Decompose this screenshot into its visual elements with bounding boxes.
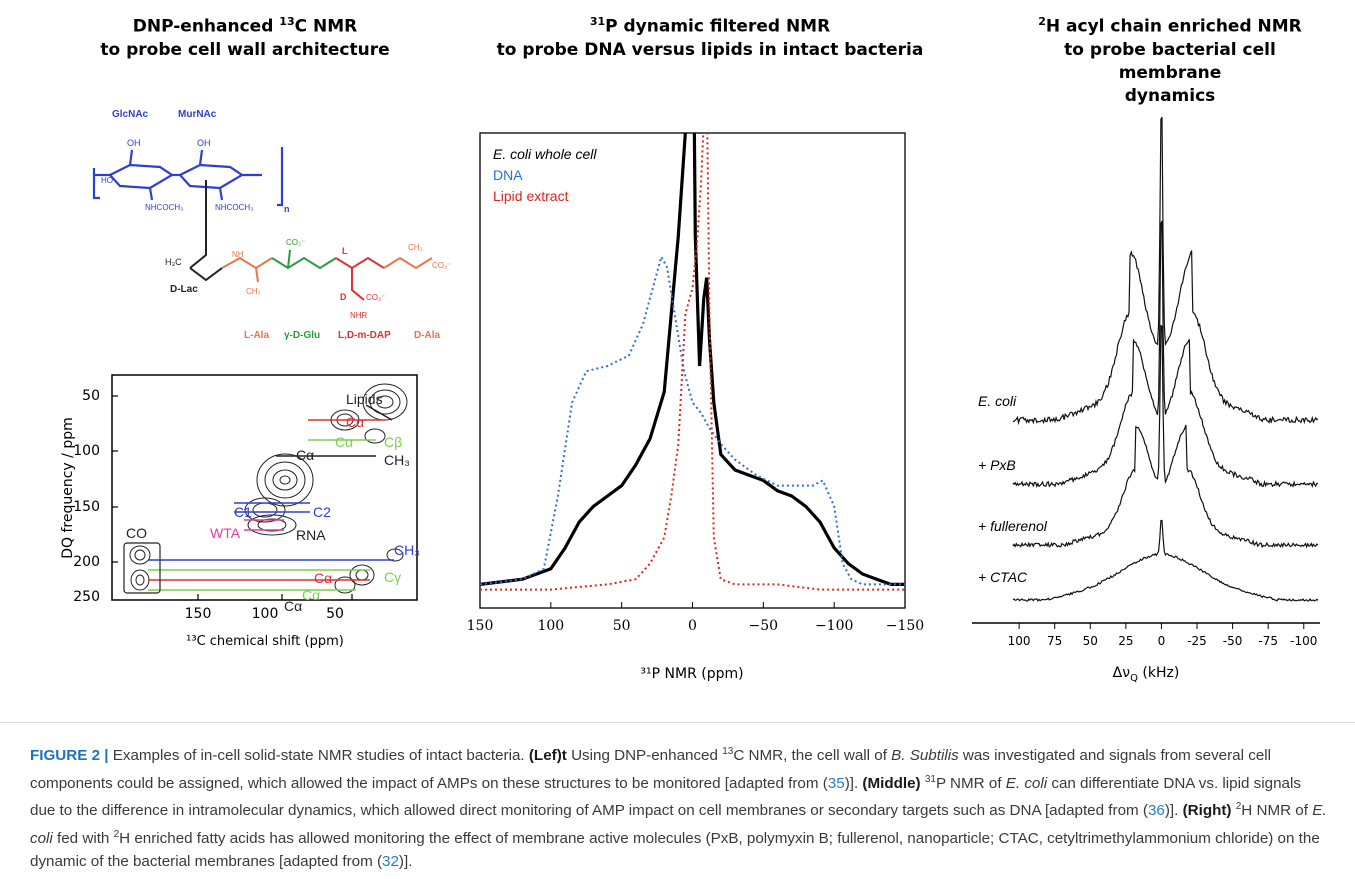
series-line-1 [480, 133, 905, 586]
ref-link-35[interactable]: 35 [827, 774, 845, 792]
series-line-2 [480, 254, 905, 586]
h3c-label: H₃C [165, 257, 182, 267]
h2-tick-label-5: -25 [1187, 634, 1207, 648]
d-ala-label: D-Ala [414, 330, 441, 341]
h2-spectra-chart: 100 75 50 25 0 -25 -50 -75 -100 E. coli + PxB + … [972, 116, 1320, 684]
h2-spectrum-1 [1012, 116, 1319, 426]
ch3-label-1: CH₃ [246, 287, 261, 296]
lipids-label: Lipids [346, 391, 383, 407]
right-panel-title: 2H acyl chain enriched NMR to probe bact… [1038, 15, 1302, 106]
ca-green-label: Cα [335, 434, 353, 450]
dq-ytick-250: 250 [73, 589, 100, 605]
nh-label: NH [232, 250, 244, 259]
rna-label: RNA [296, 527, 326, 543]
dq-xtick-50: 50 [326, 606, 344, 622]
ho-label: HO [101, 176, 113, 185]
h2-tick-label-1: 75 [1047, 634, 1062, 648]
h2-spectra-group [1012, 116, 1319, 602]
c1-label: C1 [234, 504, 252, 520]
legend-dna: DNA [493, 167, 523, 183]
legend-ecoli: E. coli whole cell [493, 146, 597, 162]
gamma-d-glu-label: γ-D-Glu [284, 330, 320, 341]
h2-tick-label-4: 0 [1158, 634, 1166, 648]
p31-tick-label-2: 50 [613, 618, 631, 634]
l-ala-label: L-Ala [244, 330, 269, 341]
h2-xlabel: ΔνQ (kHz) [1113, 665, 1180, 684]
d-lac-label: D-Lac [170, 284, 198, 295]
ref-link-36[interactable]: 36 [1147, 802, 1165, 820]
nhcoch3-label-1: NHCOCH₃ [145, 203, 183, 212]
glcnac-label: GlcNAc [112, 109, 149, 120]
h2-tick-label-8: -100 [1290, 634, 1317, 648]
co2-label-2: CO₂⁻ [366, 293, 385, 302]
h2-tick-label-7: -75 [1258, 634, 1278, 648]
p31-x-ticks: 150 100 50 0 −50 −100 −150 [467, 602, 924, 634]
legend-lipid: Lipid extract [493, 188, 569, 204]
dq-xtick-100: 100 [252, 606, 279, 622]
wta-label: WTA [210, 525, 241, 541]
dq-ytick-100: 100 [73, 443, 100, 459]
figure-caption: FIGURE 2 | Examples of in-cell solid-sta… [30, 746, 1327, 871]
nhcoch3-label-2: NHCOCH₃ [215, 203, 253, 212]
nhr-label: NHR [350, 311, 368, 320]
p31-tick-label-5: −100 [815, 618, 853, 634]
figure-graphics: GlcNAc MurNAc OH OH HO NHCOCH₃ NHCOCH₃ n… [60, 109, 1320, 684]
ch3-black-label: CH₃ [384, 452, 410, 468]
dq-ytick-50: 50 [82, 388, 100, 404]
h2-tick-label-2: 50 [1083, 634, 1098, 648]
ld-m-dap-label: L,D-m-DAP [338, 330, 391, 341]
h2-tick-label-0: 100 [1008, 634, 1031, 648]
dq-2d-spectrum: 50 100 150 200 250 150 100 50 DQ frequen… [60, 374, 420, 649]
p31-tick-label-0: 150 [467, 618, 494, 634]
spectrum-label-ecoli: E. coli [978, 393, 1017, 409]
co2-label-3: CO₂⁻ [432, 261, 451, 270]
spectrum-label-ctac: + CTAC [978, 569, 1028, 585]
ch3-blue-label: CH₃ [394, 542, 420, 558]
h2-spectrum-3 [1012, 324, 1319, 549]
p31-tick-label-4: −50 [749, 618, 779, 634]
spectrum-label-pxb: + PxB [978, 457, 1016, 473]
h2-x-ticks: 100 75 50 25 0 -25 -50 -75 -100 [1008, 623, 1317, 648]
peptidoglycan-structure: GlcNAc MurNAc OH OH HO NHCOCH₃ NHCOCH₃ n… [92, 109, 451, 341]
p31-chart: 150 100 50 0 −50 −100 −150 ³¹P NMR (ppm) E. co… [467, 132, 924, 682]
ca-green-label-2: Cα [302, 587, 320, 603]
p31-tick-label-1: 100 [537, 618, 564, 634]
n-subscript-label: n [284, 204, 290, 214]
caption-divider [0, 722, 1355, 723]
p31-series-group [480, 133, 905, 591]
c2-label: C2 [313, 504, 331, 520]
oh-label-1: OH [127, 138, 141, 148]
p31-tick-label-6: −150 [886, 618, 924, 634]
h2-tick-label-3: 25 [1118, 634, 1133, 648]
p31-xlabel: ³¹P NMR (ppm) [640, 666, 743, 682]
ca-black-label: Cα [296, 447, 314, 463]
p31-tick-label-3: 0 [688, 618, 697, 634]
dq-ytick-200: 200 [73, 554, 100, 570]
co-label: CO [126, 525, 147, 541]
d-stereo-label: D [340, 292, 347, 302]
h2-spectrum-2 [1012, 220, 1319, 489]
ca-red-label-2: Cα [314, 570, 332, 586]
l-stereo-label: L [342, 246, 348, 256]
ref-link-32[interactable]: 32 [382, 853, 399, 871]
dq-xlabel: ¹³C chemical shift (ppm) [186, 634, 344, 649]
ca-red-label: Cα [346, 414, 364, 430]
cb-label: Cβ [384, 434, 402, 450]
ca-black-label-2: Cα [284, 598, 302, 614]
left-panel-title: DNP-enhanced 13C NMR to probe cell wall … [100, 15, 390, 60]
h2-tick-label-6: -50 [1223, 634, 1243, 648]
ch3-label-2: CH₃ [408, 243, 423, 252]
figure-number: FIGURE 2 | [30, 747, 109, 765]
spectrum-label-fullerenol: + fullerenol [978, 518, 1048, 534]
oh-label-2: OH [197, 138, 211, 148]
h2-spectrum-4 [1012, 519, 1319, 602]
dq-xtick-150: 150 [185, 606, 212, 622]
co2-label-1: CO₂⁻ [286, 238, 305, 247]
murnac-label: MurNAc [178, 109, 217, 120]
dq-ylabel: DQ frequency / ppm [60, 417, 76, 559]
dq-ytick-150: 150 [73, 499, 100, 515]
middle-panel-title: 31P dynamic filtered NMR to probe DNA ve… [496, 15, 924, 60]
cy-label: Cγ [384, 569, 401, 585]
